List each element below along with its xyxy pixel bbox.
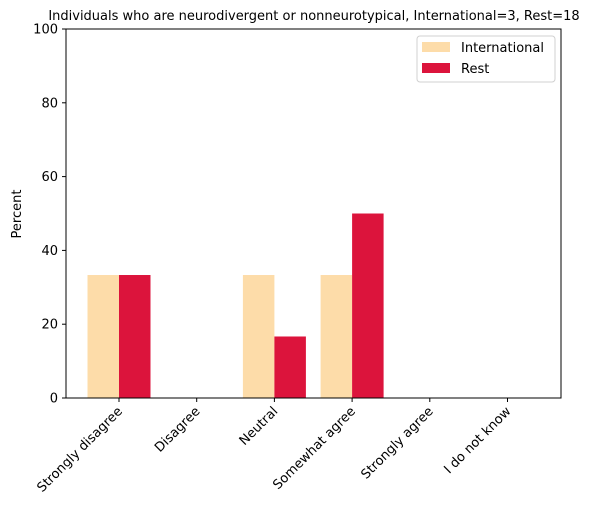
x-tick-label: Neutral xyxy=(237,404,282,449)
bar-rest-0 xyxy=(119,275,151,398)
y-tick-label: 60 xyxy=(41,170,58,185)
y-tick-label: 80 xyxy=(41,96,58,111)
bar-rest-3 xyxy=(352,213,384,398)
x-tick-label: I do not know xyxy=(441,404,514,477)
x-tick-label: Disagree xyxy=(152,404,203,455)
x-tick-label: Somewhat agree xyxy=(270,404,359,493)
x-tick-label: Strongly disagree xyxy=(34,404,125,495)
y-tick-label: 20 xyxy=(41,318,58,333)
plot-frame xyxy=(65,28,562,399)
y-axis-label: Percent xyxy=(10,190,25,239)
bar-rest-2 xyxy=(274,336,306,398)
y-tick-label: 40 xyxy=(41,244,58,259)
bar-international-3 xyxy=(320,275,353,398)
legend: International Rest xyxy=(416,35,556,83)
bar-international-0 xyxy=(87,275,119,398)
legend-swatch xyxy=(422,42,450,52)
axes xyxy=(65,28,562,399)
x-ticks: Strongly disagree Disagree NeutralSomewhat… xyxy=(34,398,515,496)
y-ticks: 0 20 40 60 80 100 xyxy=(33,23,66,407)
legend-label: Rest xyxy=(461,62,489,77)
bars-group xyxy=(87,213,384,398)
bar-international-2 xyxy=(242,275,275,398)
y-tick-label: 0 xyxy=(50,392,58,407)
y-tick-label: 100 xyxy=(33,23,58,38)
legend-box xyxy=(416,35,556,83)
chart-title: Individuals who are neurodivergent or no… xyxy=(48,9,579,24)
legend-label: International xyxy=(461,41,544,56)
x-tick-label: Strongly agree xyxy=(358,404,436,482)
legend-swatch xyxy=(422,63,450,73)
